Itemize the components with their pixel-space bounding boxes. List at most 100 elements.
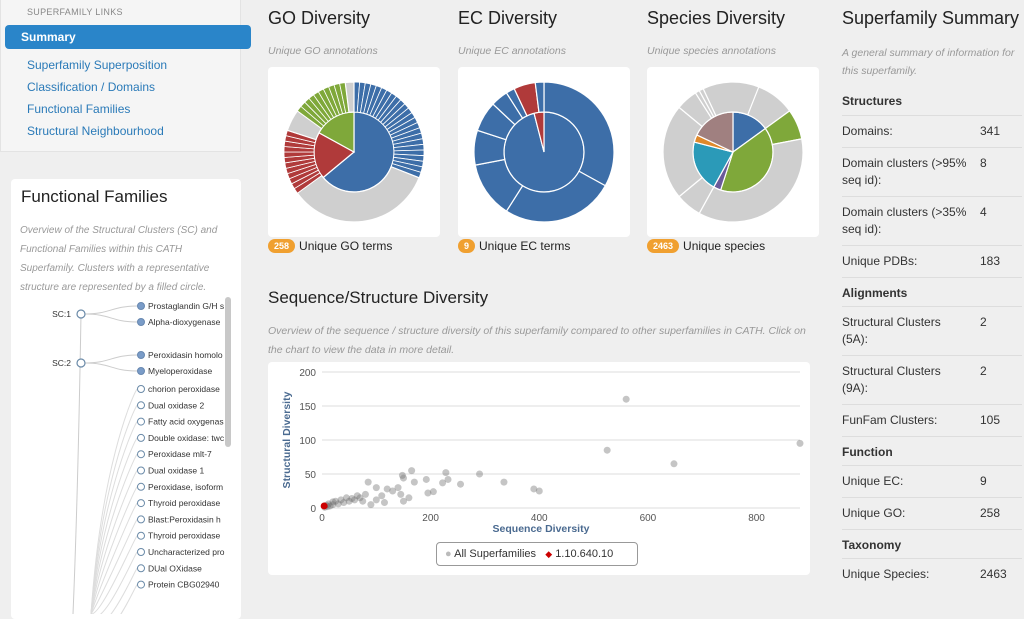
- family-node-empty[interactable]: [137, 417, 145, 426]
- ec-sunburst-chart[interactable]: [458, 67, 630, 237]
- scatter-point[interactable]: [394, 484, 402, 492]
- scatter-point[interactable]: [796, 439, 804, 447]
- family-label[interactable]: Thyroid peroxidase: [148, 498, 221, 508]
- family-label[interactable]: Thyroid peroxidase: [148, 531, 221, 541]
- nav-summary[interactable]: Summary: [5, 25, 251, 49]
- species-outer-segment[interactable]: [698, 138, 804, 223]
- family-label[interactable]: Double oxidase: twc: [148, 433, 225, 443]
- tree-scrollbar[interactable]: [225, 297, 231, 447]
- diversity-scatter-chart[interactable]: 0 50 100 150 200 0 200 400 600 800 Sequence Divers…: [268, 362, 810, 575]
- family-label[interactable]: Dual oxidase 2: [148, 400, 205, 410]
- family-label[interactable]: Protein CBG02940: [148, 580, 220, 590]
- family-node-filled[interactable]: [137, 318, 145, 326]
- nav-classification[interactable]: Classification / Domains: [27, 80, 156, 94]
- family-node-empty[interactable]: [137, 450, 145, 459]
- family-node-empty[interactable]: [137, 515, 145, 524]
- scatter-point[interactable]: [334, 500, 342, 508]
- scatter-point[interactable]: [429, 488, 437, 496]
- scatter-point[interactable]: [351, 496, 359, 504]
- family-node-empty[interactable]: [137, 531, 145, 540]
- scatter-point[interactable]: [410, 478, 418, 486]
- scatter-point-current[interactable]: [320, 502, 328, 510]
- scatter-point[interactable]: [399, 474, 407, 482]
- scatter-point[interactable]: [356, 494, 364, 502]
- family-node-empty[interactable]: [137, 466, 145, 475]
- go-outer-segment[interactable]: [296, 165, 420, 223]
- legend-all-superfamilies[interactable]: All Superfamilies: [454, 548, 537, 560]
- scatter-point[interactable]: [670, 460, 678, 468]
- scatter-point[interactable]: [380, 499, 388, 507]
- family-label[interactable]: Peroxidase, isoform: [148, 482, 223, 492]
- family-label[interactable]: Blast:Peroxidasin h: [148, 514, 221, 524]
- scatter-point[interactable]: [457, 480, 465, 488]
- scatter-point[interactable]: [603, 446, 611, 454]
- family-label[interactable]: chorion peroxidase: [148, 384, 220, 394]
- scatter-point[interactable]: [398, 471, 406, 479]
- nav-superposition[interactable]: Superfamily Superposition: [27, 58, 168, 72]
- scatter-point[interactable]: [372, 484, 380, 492]
- scatter-point[interactable]: [329, 498, 337, 506]
- family-node-empty[interactable]: [137, 499, 145, 508]
- scatter-point[interactable]: [353, 492, 361, 500]
- family-node-empty[interactable]: [137, 385, 145, 393]
- scatter-point[interactable]: [345, 497, 353, 505]
- family-label[interactable]: Peroxidase mlt-7: [148, 449, 212, 459]
- family-label[interactable]: Alpha-dioxygenase: [148, 317, 221, 327]
- scatter-point[interactable]: [372, 496, 380, 504]
- go-outer-segment[interactable]: [344, 81, 355, 113]
- family-label[interactable]: Dual oxidase 1: [148, 466, 205, 476]
- family-label[interactable]: Uncharacterized pro: [148, 547, 225, 557]
- scatter-point[interactable]: [359, 497, 367, 505]
- scatter-point[interactable]: [364, 478, 372, 486]
- family-label[interactable]: DUal OXidase: [148, 563, 202, 573]
- go-sunburst-chart[interactable]: [268, 67, 440, 237]
- nav-structural-neighbourhood[interactable]: Structural Neighbourhood: [27, 124, 164, 138]
- nav-functional-families[interactable]: Functional Families: [27, 102, 131, 116]
- scatter-point[interactable]: [535, 487, 543, 495]
- legend-current-superfamily[interactable]: 1.10.640.10: [555, 548, 614, 560]
- scatter-point[interactable]: [383, 485, 391, 493]
- functional-family-tree[interactable]: SC:1 Prostaglandin G/H s Alpha-dioxygenase…: [11, 294, 225, 614]
- family-node-empty[interactable]: [137, 482, 145, 491]
- scatter-point[interactable]: [530, 485, 538, 493]
- family-node-empty[interactable]: [137, 433, 145, 442]
- scatter-point[interactable]: [397, 490, 405, 498]
- family-node-empty[interactable]: [137, 564, 145, 573]
- species-sunburst-chart[interactable]: [647, 67, 819, 237]
- scatter-point[interactable]: [348, 494, 356, 502]
- family-node-filled[interactable]: [137, 302, 145, 310]
- scatter-point[interactable]: [389, 487, 397, 495]
- scatter-point[interactable]: [444, 475, 452, 483]
- scatter-point[interactable]: [378, 492, 386, 500]
- scatter-point[interactable]: [476, 470, 484, 478]
- scatter-point[interactable]: [422, 475, 430, 483]
- scatter-point[interactable]: [326, 502, 334, 510]
- scatter-point[interactable]: [342, 494, 350, 502]
- cluster-node[interactable]: [76, 358, 86, 368]
- family-node-empty[interactable]: [137, 548, 145, 556]
- family-label[interactable]: Prostaglandin G/H s: [148, 301, 224, 311]
- family-node-empty[interactable]: [137, 401, 145, 410]
- family-node-filled[interactable]: [137, 367, 145, 375]
- scatter-point[interactable]: [408, 467, 416, 475]
- scatter-point[interactable]: [361, 490, 369, 498]
- scatter-point[interactable]: [340, 499, 348, 507]
- ec-outer-segment[interactable]: [534, 81, 545, 113]
- species-outer-segment[interactable]: [702, 81, 760, 117]
- scatter-point[interactable]: [500, 478, 508, 486]
- scatter-point[interactable]: [424, 489, 432, 497]
- scatter-point[interactable]: [332, 497, 340, 505]
- scatter-point[interactable]: [367, 501, 375, 509]
- scatter-point[interactable]: [337, 496, 345, 504]
- scatter-point[interactable]: [439, 479, 447, 487]
- family-label[interactable]: Myeloperoxidase: [148, 366, 213, 376]
- family-label[interactable]: Peroxidasin homolo: [148, 350, 223, 360]
- scatter-point[interactable]: [329, 501, 337, 509]
- ec-outer-segment[interactable]: [543, 81, 615, 187]
- family-label[interactable]: Fatty acid oxygenas: [148, 417, 224, 427]
- family-node-filled[interactable]: [137, 351, 145, 359]
- scatter-point[interactable]: [442, 469, 450, 477]
- cluster-node[interactable]: [76, 309, 86, 319]
- scatter-point[interactable]: [405, 494, 413, 502]
- scatter-point[interactable]: [399, 497, 407, 505]
